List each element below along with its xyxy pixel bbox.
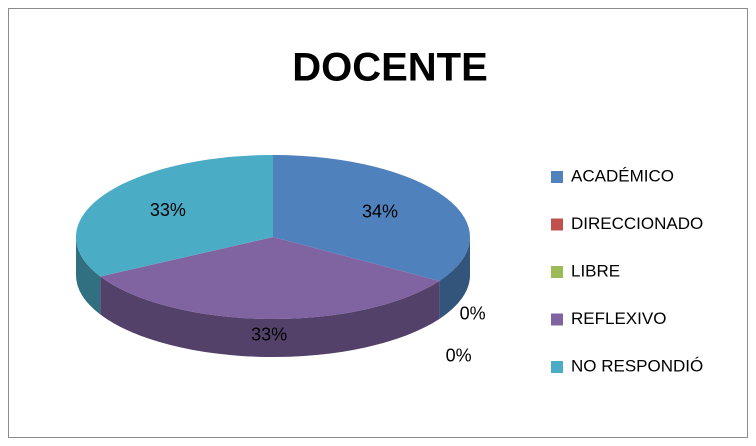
pie-side (439, 237, 470, 319)
legend-swatch (551, 361, 563, 373)
legend-label: LIBRE (571, 261, 620, 280)
legend-swatch (551, 171, 563, 183)
legend-label: NO RESPONDIÓ (571, 356, 703, 375)
data-label: 0% (446, 346, 472, 366)
legend-label: ACADÉMICO (571, 166, 674, 185)
legend-swatch (551, 218, 563, 231)
pie-side-shade (76, 237, 101, 315)
pie-slice (273, 237, 440, 281)
pie-side (76, 237, 101, 315)
data-label: 33% (251, 324, 287, 344)
legend-label: REFLEXIVO (571, 309, 666, 328)
legend-label: DIRECCIONADO (571, 214, 703, 233)
pie-slice (100, 237, 440, 319)
pie-slice (273, 155, 470, 281)
pie-side-shade (439, 237, 470, 319)
chart-title: DOCENTE (292, 46, 488, 90)
data-label: 33% (150, 200, 186, 220)
pie-side (100, 276, 440, 357)
legend-swatch (551, 266, 563, 278)
pie-side-shade (100, 276, 440, 357)
legend-swatch (551, 313, 563, 326)
pie-slice (75, 154, 274, 277)
data-label: 34% (362, 201, 398, 221)
data-label: 0% (460, 304, 486, 324)
